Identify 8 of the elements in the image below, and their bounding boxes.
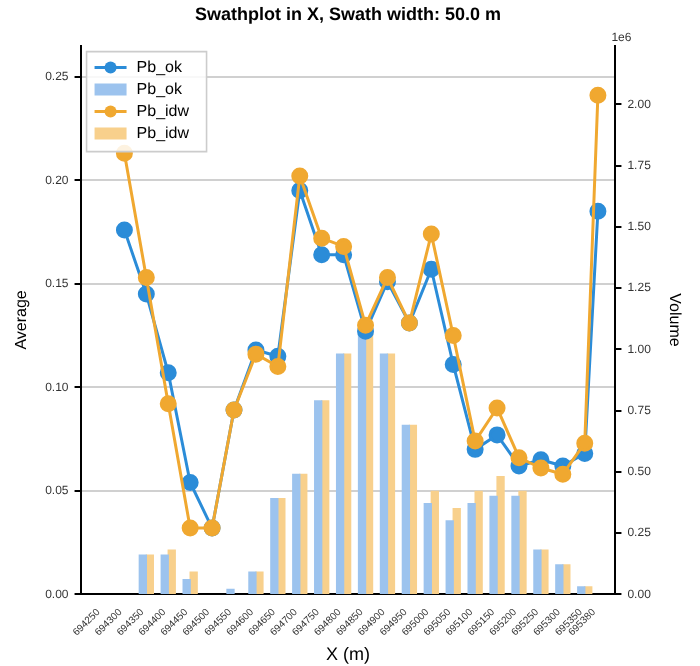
legend-label: Pb_ok [136,58,184,77]
legend-label: Pb_idw [136,124,190,143]
legend-label: Pb_idw [136,102,190,121]
chart-title: Swathplot in X, Swath width: 50.0 m [194,3,502,24]
y2-axis-title: Volume [665,293,684,348]
x-axis-title: X (m) [326,644,370,665]
legend-label: Pb_ok [136,80,184,99]
y-axis-title: Average [12,289,31,350]
